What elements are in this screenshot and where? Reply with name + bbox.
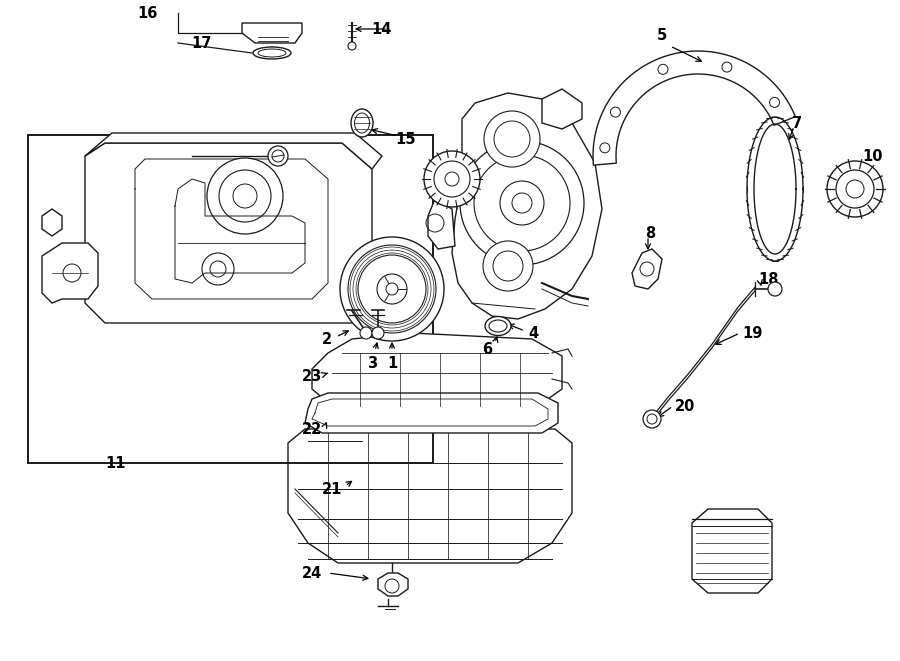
Text: 7: 7: [792, 116, 802, 130]
Text: 21: 21: [321, 481, 342, 496]
Text: 17: 17: [192, 36, 212, 50]
Text: 9: 9: [428, 159, 438, 173]
Text: 8: 8: [645, 225, 655, 241]
Circle shape: [768, 282, 782, 296]
Text: 1: 1: [387, 356, 397, 371]
Polygon shape: [288, 429, 572, 563]
Circle shape: [424, 151, 480, 207]
Polygon shape: [632, 249, 662, 289]
Polygon shape: [652, 287, 755, 421]
Text: 15: 15: [395, 132, 416, 147]
Ellipse shape: [485, 317, 511, 336]
Polygon shape: [378, 573, 408, 596]
Circle shape: [483, 241, 533, 291]
Text: 22: 22: [302, 422, 322, 436]
Text: 23: 23: [302, 368, 322, 383]
Circle shape: [207, 158, 283, 234]
Polygon shape: [312, 333, 562, 409]
Polygon shape: [85, 133, 382, 169]
Circle shape: [202, 253, 234, 285]
Text: 16: 16: [138, 5, 158, 20]
Polygon shape: [85, 143, 372, 323]
Text: 3: 3: [367, 356, 377, 371]
Text: 18: 18: [758, 272, 778, 286]
Circle shape: [348, 42, 356, 50]
Text: 24: 24: [302, 566, 322, 580]
Text: 25: 25: [728, 531, 749, 547]
Text: 2: 2: [322, 332, 332, 346]
Circle shape: [827, 161, 883, 217]
Circle shape: [484, 111, 540, 167]
Text: 13: 13: [131, 149, 152, 163]
Ellipse shape: [253, 47, 291, 59]
Text: 19: 19: [742, 325, 762, 340]
Polygon shape: [42, 209, 62, 236]
Polygon shape: [692, 509, 772, 593]
Ellipse shape: [351, 109, 373, 137]
Text: 6: 6: [482, 342, 492, 356]
Text: 10: 10: [862, 149, 883, 163]
Circle shape: [372, 327, 384, 339]
Text: 5: 5: [657, 28, 667, 43]
Polygon shape: [242, 23, 302, 43]
Circle shape: [360, 327, 372, 339]
Text: 20: 20: [675, 399, 696, 414]
Circle shape: [340, 237, 444, 341]
Polygon shape: [428, 199, 455, 249]
Circle shape: [460, 141, 584, 265]
Polygon shape: [593, 51, 796, 165]
Text: 11: 11: [105, 455, 125, 471]
Polygon shape: [452, 93, 602, 319]
Polygon shape: [42, 243, 98, 303]
Circle shape: [643, 410, 661, 428]
Bar: [28, 135, 433, 463]
Text: 14: 14: [372, 22, 392, 36]
Text: 12: 12: [284, 292, 305, 307]
Circle shape: [268, 146, 288, 166]
Text: 4: 4: [528, 325, 538, 340]
Polygon shape: [542, 89, 582, 129]
Polygon shape: [305, 393, 558, 433]
